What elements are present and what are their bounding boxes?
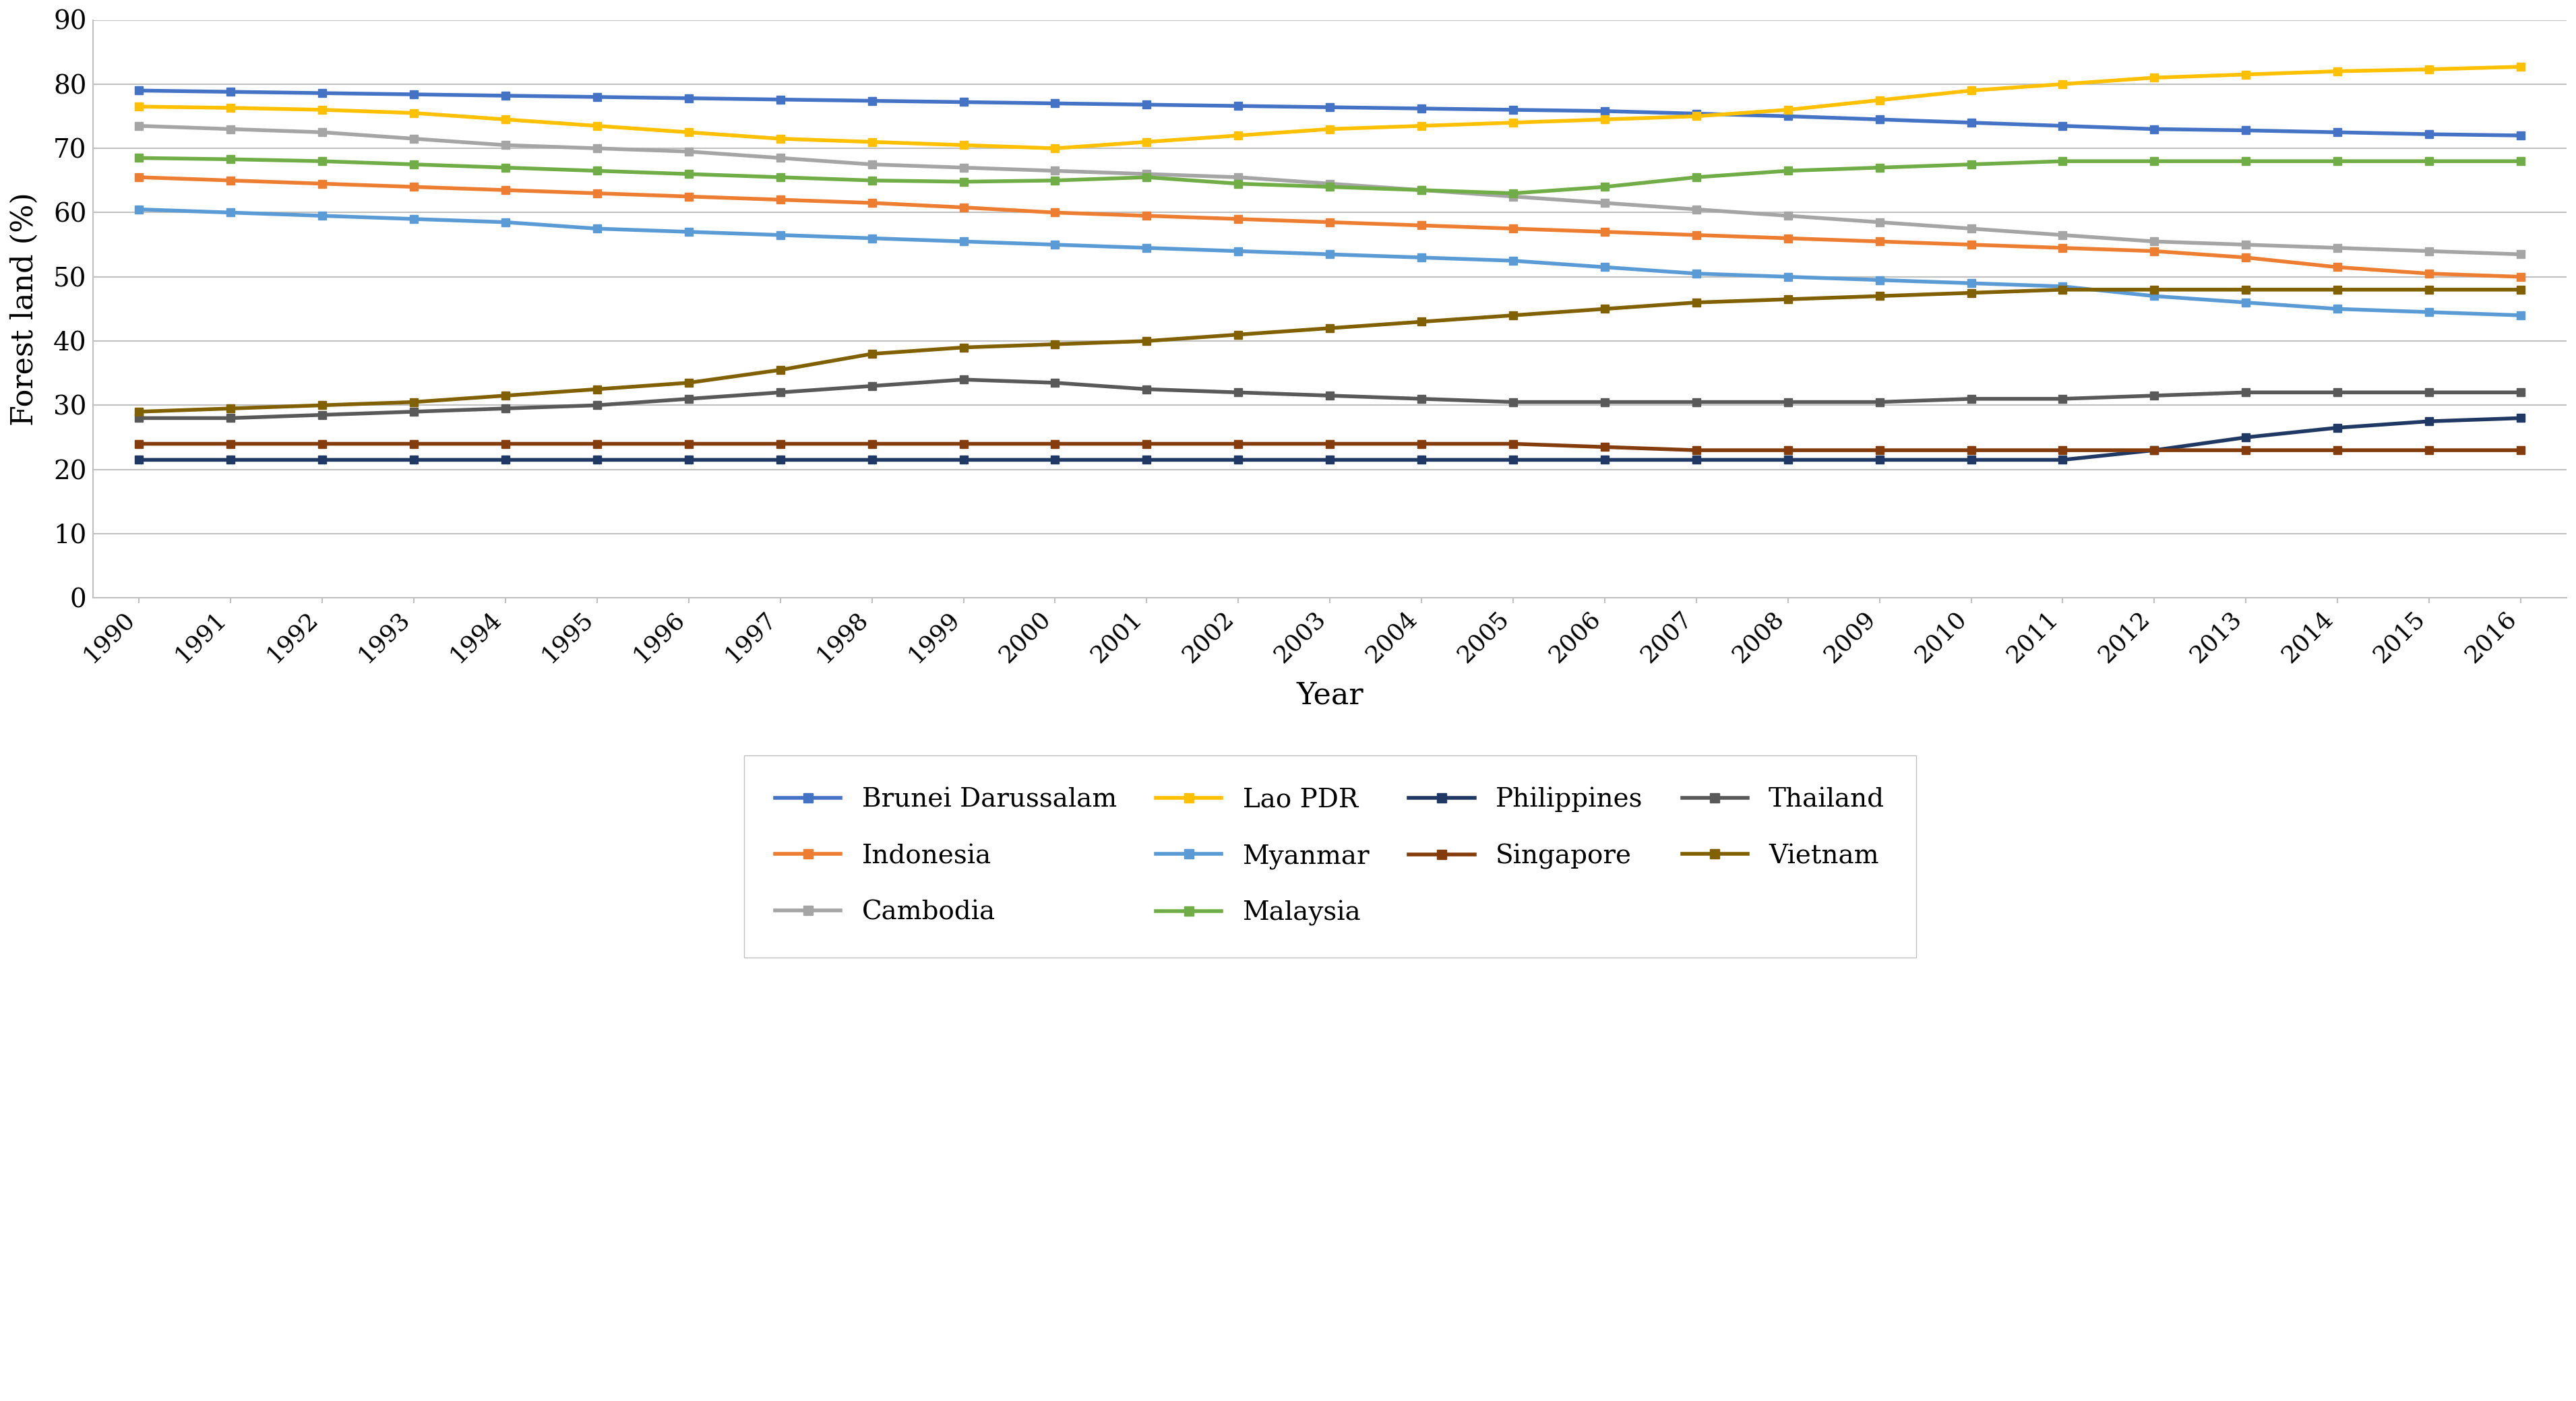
Legend: Brunei Darussalam, Indonesia, Cambodia, Lao PDR, Myanmar, Malaysia, Philippines,: Brunei Darussalam, Indonesia, Cambodia, … — [744, 755, 1917, 957]
Y-axis label: Forest land (%): Forest land (%) — [10, 192, 39, 426]
X-axis label: Year: Year — [1296, 681, 1363, 710]
